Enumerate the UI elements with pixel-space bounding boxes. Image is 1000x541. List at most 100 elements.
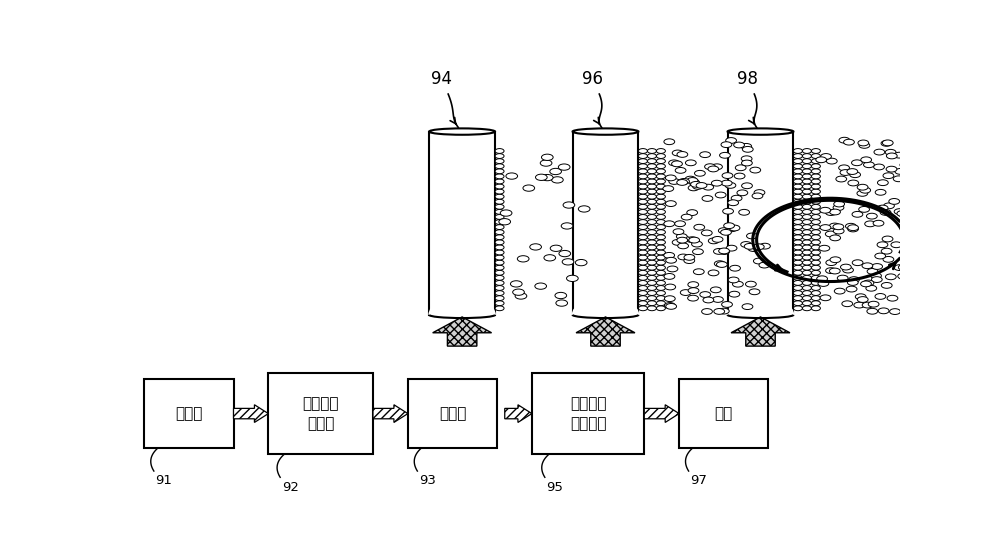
Circle shape	[735, 165, 746, 170]
Bar	[728, 131, 793, 315]
Circle shape	[708, 166, 719, 172]
Circle shape	[811, 245, 820, 250]
Circle shape	[833, 228, 844, 234]
Circle shape	[647, 250, 656, 255]
Circle shape	[793, 245, 802, 250]
Circle shape	[679, 236, 690, 242]
Circle shape	[825, 231, 836, 237]
Ellipse shape	[429, 128, 495, 135]
Circle shape	[857, 184, 868, 190]
Circle shape	[857, 296, 868, 302]
FancyArrow shape	[234, 405, 268, 423]
Circle shape	[544, 255, 556, 261]
Circle shape	[802, 179, 811, 184]
Circle shape	[495, 199, 504, 204]
Circle shape	[741, 156, 752, 162]
Circle shape	[802, 291, 811, 295]
Circle shape	[669, 160, 679, 166]
Circle shape	[867, 268, 878, 274]
Circle shape	[647, 209, 656, 214]
Circle shape	[923, 302, 933, 308]
Circle shape	[750, 167, 761, 173]
Circle shape	[495, 291, 504, 295]
Circle shape	[731, 195, 742, 201]
Circle shape	[710, 287, 721, 293]
Circle shape	[829, 223, 840, 229]
Circle shape	[523, 185, 535, 191]
Circle shape	[495, 270, 504, 275]
Circle shape	[903, 227, 914, 233]
Circle shape	[720, 153, 730, 158]
Circle shape	[898, 273, 909, 279]
Circle shape	[696, 182, 707, 188]
Circle shape	[656, 245, 665, 250]
Circle shape	[926, 285, 937, 291]
Circle shape	[802, 260, 811, 265]
Circle shape	[833, 224, 844, 230]
Circle shape	[729, 291, 740, 297]
Circle shape	[826, 268, 836, 274]
Circle shape	[793, 215, 802, 219]
Circle shape	[495, 225, 504, 229]
Circle shape	[656, 199, 665, 204]
Circle shape	[638, 154, 647, 159]
Circle shape	[552, 177, 563, 183]
Circle shape	[793, 255, 802, 260]
Circle shape	[726, 226, 737, 232]
Circle shape	[506, 173, 518, 179]
Circle shape	[893, 176, 904, 182]
Circle shape	[860, 187, 871, 193]
Circle shape	[664, 296, 675, 301]
Circle shape	[739, 209, 750, 215]
Circle shape	[540, 160, 552, 166]
Circle shape	[858, 140, 869, 146]
Circle shape	[664, 274, 675, 279]
Circle shape	[725, 182, 736, 188]
Circle shape	[638, 255, 647, 260]
Circle shape	[901, 176, 912, 182]
Circle shape	[700, 152, 710, 157]
Circle shape	[845, 223, 856, 229]
Circle shape	[793, 280, 802, 285]
Circle shape	[802, 204, 811, 209]
Circle shape	[647, 174, 656, 179]
Circle shape	[647, 164, 656, 169]
Circle shape	[880, 209, 891, 215]
Ellipse shape	[573, 128, 638, 135]
Circle shape	[793, 270, 802, 275]
Text: 过滤器: 过滤器	[439, 406, 466, 421]
Circle shape	[849, 276, 859, 282]
Circle shape	[685, 176, 696, 182]
Circle shape	[793, 260, 802, 265]
Circle shape	[638, 225, 647, 229]
FancyArrow shape	[505, 405, 532, 423]
Circle shape	[861, 157, 872, 163]
Circle shape	[677, 151, 688, 157]
Circle shape	[712, 164, 722, 170]
Circle shape	[802, 209, 811, 214]
Circle shape	[715, 192, 726, 198]
Circle shape	[656, 265, 665, 270]
Circle shape	[793, 154, 802, 159]
Bar	[268, 373, 373, 454]
Circle shape	[759, 262, 770, 268]
Circle shape	[925, 183, 936, 188]
Circle shape	[802, 301, 811, 306]
Circle shape	[898, 211, 909, 216]
Circle shape	[702, 195, 713, 201]
Circle shape	[647, 255, 656, 260]
Circle shape	[877, 242, 888, 248]
Circle shape	[638, 204, 647, 209]
Circle shape	[742, 160, 752, 166]
Circle shape	[495, 301, 504, 306]
Circle shape	[708, 238, 719, 244]
Circle shape	[680, 289, 691, 295]
Circle shape	[836, 176, 847, 182]
Circle shape	[854, 302, 865, 308]
Circle shape	[891, 242, 902, 248]
Circle shape	[745, 281, 756, 287]
Circle shape	[918, 175, 928, 181]
Circle shape	[647, 301, 656, 306]
Circle shape	[688, 295, 698, 301]
Circle shape	[712, 236, 723, 242]
